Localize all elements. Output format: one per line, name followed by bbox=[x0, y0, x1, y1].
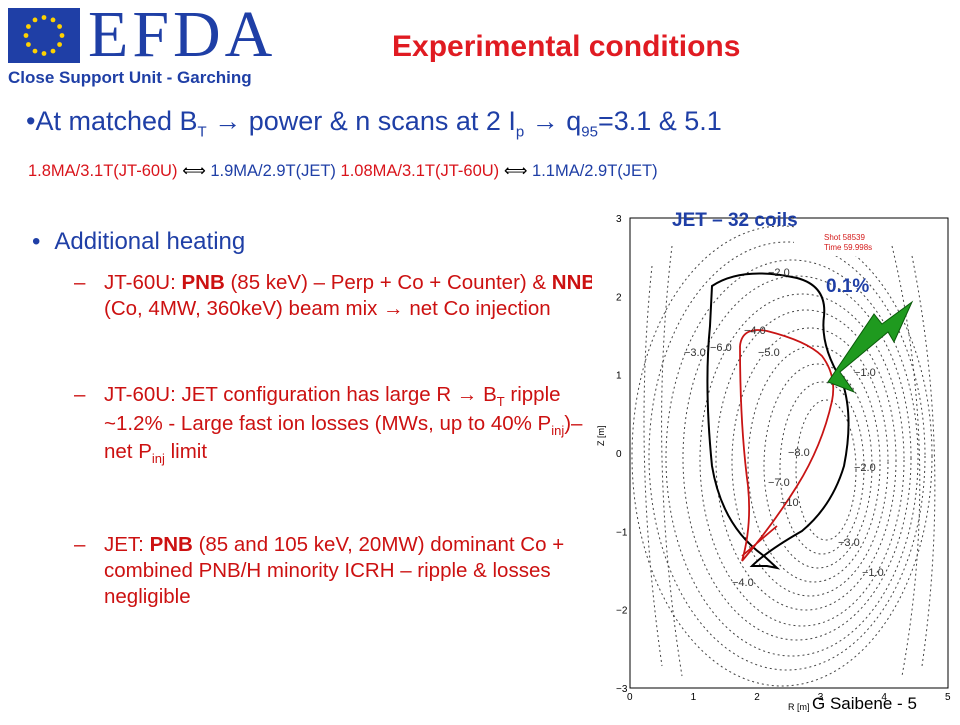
heating-heading-text: Additional heating bbox=[54, 228, 246, 255]
y-tick-label: 1 bbox=[616, 371, 622, 382]
equivalence-icon: ⟺ bbox=[182, 162, 206, 180]
x-axis-label: R [m] bbox=[788, 702, 810, 712]
pair1-jet: 1.9MA/2.9T(JET) bbox=[210, 162, 336, 180]
y-tick-label: 2 bbox=[616, 292, 622, 303]
contour-label: −8.0 bbox=[788, 447, 810, 459]
eu-star-icon bbox=[26, 42, 31, 47]
contour-label: −2.0 bbox=[768, 267, 790, 279]
arrow-icon bbox=[827, 300, 914, 394]
dotted-contours bbox=[631, 225, 936, 687]
eu-stars-icon bbox=[8, 8, 80, 63]
x-tick-label: 4 bbox=[881, 692, 887, 703]
contour-label: −3.0 bbox=[684, 347, 706, 359]
eu-star-icon bbox=[50, 17, 56, 23]
plot-annotation: 0.1% bbox=[826, 276, 869, 297]
arrow-icon: → bbox=[531, 106, 559, 136]
contour-label: −1.0 bbox=[854, 367, 876, 379]
legend-time: Time 59.998s bbox=[824, 243, 872, 252]
arrow-icon: → bbox=[456, 383, 478, 406]
lead-sub-c: 95 bbox=[581, 123, 598, 141]
lead-sub-a: T bbox=[197, 123, 207, 141]
y-tick-label: −1 bbox=[616, 527, 628, 538]
plot-title: JET – 32 coils bbox=[672, 210, 798, 231]
scan-pairs-line: 1.8MA/3.1T(JT-60U) ⟺ 1.9MA/2.9T(JET) 1.0… bbox=[28, 161, 658, 181]
eu-star-icon bbox=[59, 33, 65, 38]
eu-star-icon bbox=[50, 48, 56, 54]
heating-item-text: JET: PNB (85 and 105 keV, 20MW) dominant… bbox=[104, 533, 565, 609]
y-tick-label: 0 bbox=[616, 449, 622, 460]
contour-label: −2.0 bbox=[854, 462, 876, 474]
separatrix-line bbox=[706, 272, 850, 570]
x-tick-label: 1 bbox=[691, 692, 697, 703]
contour-label: −4.0 bbox=[744, 325, 766, 337]
ripple-contour-line bbox=[739, 329, 835, 562]
x-tick-label: 3 bbox=[818, 692, 824, 703]
lead-sub-b: p bbox=[515, 123, 525, 141]
contour-labels: −2.0 −1.0 −3.0 −4.0 −5.0 −6.0 −7.0 −8.0 … bbox=[684, 267, 884, 589]
efda-logo-subtitle: Close Support Unit - Garching bbox=[8, 68, 252, 87]
lead-text-c: q bbox=[558, 106, 582, 136]
dash-glyph: – bbox=[74, 533, 86, 556]
pair1-jt60u: 1.8MA/3.1T(JT-60U) bbox=[28, 162, 178, 180]
slide-title: Experimental conditions bbox=[392, 30, 741, 63]
dash-glyph: – bbox=[74, 383, 86, 406]
contour-label: −6.0 bbox=[710, 342, 732, 354]
legend-shot: Shot 58539 bbox=[824, 233, 865, 242]
eu-flag-logo bbox=[8, 8, 80, 63]
lead-text-d: =3.1 & 5.1 bbox=[597, 106, 722, 136]
bullet-glyph: • bbox=[32, 228, 41, 255]
efda-logo-text: EFDA bbox=[88, 0, 277, 71]
x-tick-label: 5 bbox=[945, 692, 951, 703]
eu-star-icon bbox=[41, 15, 47, 20]
contour-label: −1.0 bbox=[862, 567, 884, 579]
eu-star-icon bbox=[41, 51, 47, 56]
eu-star-icon bbox=[23, 33, 29, 38]
contour-label: −3.0 bbox=[838, 537, 860, 549]
plot-frame bbox=[629, 217, 949, 689]
eu-star-icon bbox=[26, 24, 31, 29]
eu-star-icon bbox=[57, 24, 62, 29]
pair2-jet: 1.1MA/2.9T(JET) bbox=[532, 162, 658, 180]
heating-item-text: JT-60U: JET configuration has large R → … bbox=[104, 383, 583, 467]
bullet-glyph: • bbox=[26, 106, 36, 136]
arrow-icon: → bbox=[383, 297, 404, 321]
heating-heading: • Additional heating bbox=[32, 228, 245, 256]
contour-label: −4.0 bbox=[732, 577, 754, 589]
heating-item-text: JT-60U: PNB (85 keV) – Perp + Co + Count… bbox=[104, 271, 597, 321]
y-axis-label: Z [m] bbox=[596, 426, 606, 447]
y-tick-label: −2 bbox=[616, 606, 628, 617]
legend-box bbox=[794, 226, 876, 256]
slide-footer: G Saibene - 5 bbox=[812, 694, 917, 713]
eu-star-icon bbox=[32, 17, 38, 23]
x-tick-label: 0 bbox=[627, 692, 633, 703]
contour-label: −5.0 bbox=[758, 347, 780, 359]
lead-text-a: At matched B bbox=[35, 106, 198, 136]
jet-ripple-contour-plot: Shot 58539 Time 59.998s JET – 32 coils 0… bbox=[592, 206, 952, 720]
arrow-icon: → bbox=[214, 106, 242, 136]
lead-text-b: power & n scans at 2 I bbox=[241, 106, 516, 136]
contour-label: −10 bbox=[780, 497, 799, 509]
x-tick-label: 2 bbox=[754, 692, 760, 703]
eu-star-icon bbox=[57, 42, 62, 47]
contour-label: −7.0 bbox=[768, 477, 790, 489]
equivalence-icon: ⟺ bbox=[503, 162, 528, 180]
y-tick-label: 3 bbox=[616, 214, 622, 225]
dash-glyph: – bbox=[74, 271, 86, 294]
lead-bullet: •At matched BT → power & n scans at 2 Ip… bbox=[26, 106, 722, 140]
y-tick-label: −3 bbox=[616, 684, 628, 695]
pair2-jt60u: 1.08MA/3.1T(JT-60U) bbox=[340, 162, 500, 180]
eu-star-icon bbox=[32, 48, 38, 54]
